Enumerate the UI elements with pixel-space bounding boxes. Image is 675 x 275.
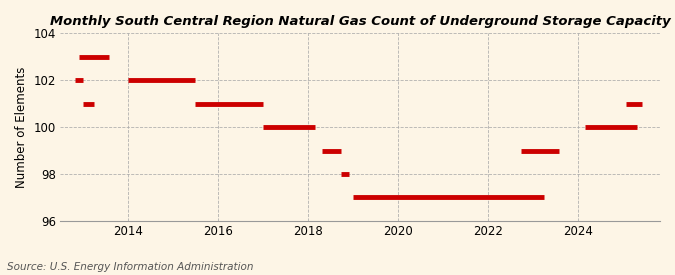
- Text: Source: U.S. Energy Information Administration: Source: U.S. Energy Information Administ…: [7, 262, 253, 272]
- Title: Monthly South Central Region Natural Gas Count of Underground Storage Capacity: Monthly South Central Region Natural Gas…: [50, 15, 670, 28]
- Y-axis label: Number of Elements: Number of Elements: [15, 66, 28, 188]
